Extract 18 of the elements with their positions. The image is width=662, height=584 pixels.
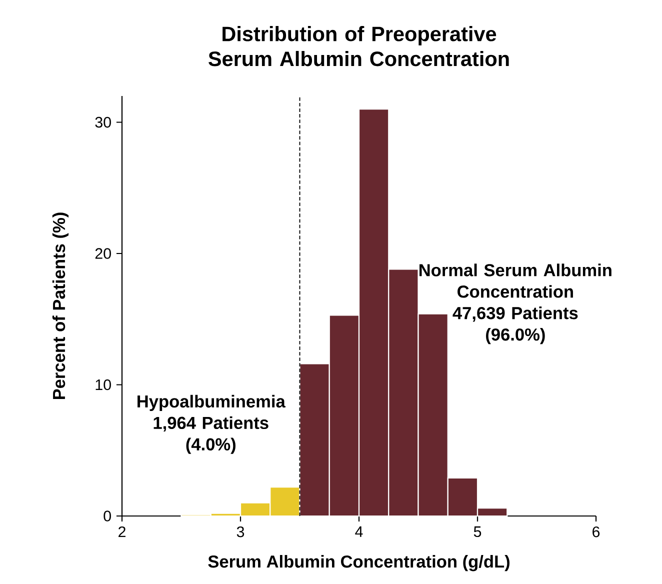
y-axis-title: Percent of Patients (%) <box>52 212 69 400</box>
y-tick-label: 0 <box>104 510 111 522</box>
y-tick-label: 20 <box>95 248 111 259</box>
annotation: 47,639 Patients <box>452 306 578 322</box>
y-tick-label: 10 <box>96 379 111 390</box>
x-tick-label: 5 <box>474 526 482 538</box>
y-tick-label: 30 <box>95 116 111 128</box>
x-tick-label: 6 <box>592 526 600 538</box>
x-tick-label: 4 <box>355 526 363 537</box>
annotation: (96.0%) <box>486 328 545 344</box>
annotation: 1,964 Patients <box>154 416 268 432</box>
x-tick-label: 2 <box>118 526 126 538</box>
annotation: Normal Serum Albumin Concentration <box>420 264 612 298</box>
x-tick-label: 3 <box>236 526 244 538</box>
x-axis-title: Serum Albumin Concentration (g/dL) <box>208 554 510 572</box>
chart-title: Distribution of Preoperative Serum Albumin Concentration <box>208 26 509 66</box>
annotation: Hypoalbuminemia <box>138 394 286 412</box>
annotation: (4.0%) <box>186 438 236 454</box>
